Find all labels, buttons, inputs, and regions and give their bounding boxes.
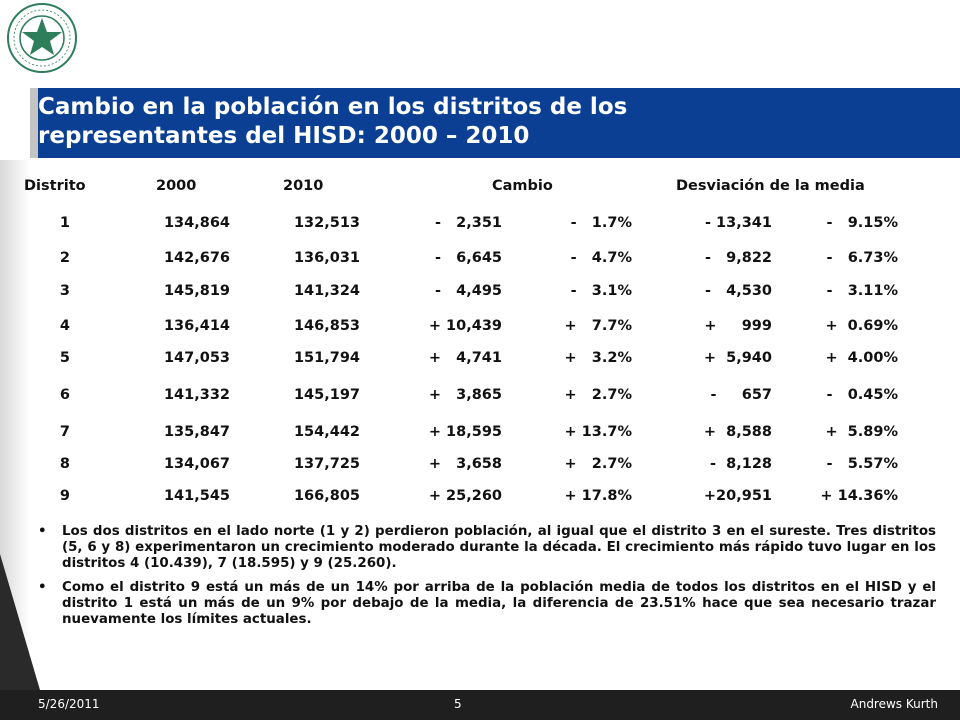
bullet-item: • Como el distrito 9 está un más de un 1… bbox=[36, 580, 936, 628]
cell-2000: 134,067 bbox=[163, 456, 230, 472]
cell-distrito: 1 bbox=[59, 215, 70, 231]
cell-desv-abs: +20,951 bbox=[703, 488, 772, 504]
cell-2000: 136,414 bbox=[163, 318, 230, 334]
cell-distrito: 8 bbox=[59, 456, 70, 472]
cell-cambio-pct: - 3.1% bbox=[570, 283, 632, 299]
footer-page-number: 5 bbox=[454, 697, 462, 711]
header-distrito: Distrito bbox=[24, 178, 86, 194]
cell-distrito: 2 bbox=[59, 250, 70, 266]
cell-desv-pct: - 3.11% bbox=[826, 283, 898, 299]
footer-date: 5/26/2011 bbox=[38, 697, 100, 711]
footer-firm: Andrews Kurth bbox=[850, 697, 939, 711]
cell-2000: 141,545 bbox=[163, 488, 230, 504]
bullet-dot-icon: • bbox=[38, 580, 47, 595]
cell-cambio-abs: - 4,495 bbox=[434, 283, 502, 299]
cell-desv-pct: + 4.00% bbox=[825, 350, 898, 366]
cell-2000: 145,819 bbox=[163, 283, 230, 299]
cell-distrito: 9 bbox=[59, 488, 70, 504]
bullet-item: • Los dos distritos en el lado norte (1 … bbox=[36, 524, 936, 572]
cell-2010: 166,805 bbox=[293, 488, 360, 504]
slide-title: Cambio en la población en los distritos … bbox=[38, 93, 938, 151]
cell-distrito: 6 bbox=[59, 387, 70, 403]
cell-cambio-abs: - 6,645 bbox=[434, 250, 502, 266]
cell-cambio-pct: + 2.7% bbox=[564, 456, 632, 472]
bullet-dot-icon: • bbox=[38, 524, 47, 539]
bullet-text-2: Como el distrito 9 está un más de un 14%… bbox=[62, 580, 936, 627]
cell-2010: 137,725 bbox=[293, 456, 360, 472]
cell-cambio-abs: + 4,741 bbox=[428, 350, 502, 366]
cell-desv-abs: - 9,822 bbox=[704, 250, 772, 266]
cell-cambio-pct: + 3.2% bbox=[564, 350, 632, 366]
header-cambio: Cambio bbox=[492, 178, 553, 194]
cell-desv-abs: + 8,588 bbox=[703, 424, 772, 440]
cell-cambio-abs: + 18,595 bbox=[428, 424, 502, 440]
cell-cambio-abs: - 2,351 bbox=[434, 215, 502, 231]
cell-2000: 142,676 bbox=[163, 250, 230, 266]
cell-distrito: 5 bbox=[59, 350, 70, 366]
cell-desv-pct: + 0.69% bbox=[825, 318, 898, 334]
cell-cambio-pct: - 4.7% bbox=[570, 250, 632, 266]
star-seal-icon bbox=[7, 3, 77, 73]
cell-cambio-pct: + 7.7% bbox=[564, 318, 632, 334]
title-line-1: Cambio en la población en los distritos … bbox=[38, 94, 628, 120]
cell-desv-abs: - 13,341 bbox=[704, 215, 772, 231]
cell-cambio-pct: - 1.7% bbox=[570, 215, 632, 231]
cell-desv-abs: - 8,128 bbox=[710, 456, 772, 472]
title-line-2: representantes del HISD: 2000 – 2010 bbox=[38, 123, 530, 149]
cell-desv-abs: + 999 bbox=[704, 318, 772, 334]
header-2010: 2010 bbox=[283, 178, 324, 194]
cell-cambio-abs: + 3,865 bbox=[428, 387, 502, 403]
hisd-logo bbox=[6, 2, 78, 74]
cell-2000: 147,053 bbox=[163, 350, 230, 366]
header-desviacion: Desviación de la media bbox=[676, 178, 865, 194]
cell-2010: 132,513 bbox=[293, 215, 360, 231]
footer-bar: 5/26/2011 5 Andrews Kurth bbox=[0, 690, 960, 720]
cell-distrito: 4 bbox=[59, 318, 70, 334]
cell-desv-pct: + 5.89% bbox=[825, 424, 898, 440]
bullet-list: • Los dos distritos en el lado norte (1 … bbox=[36, 524, 936, 636]
cell-2010: 151,794 bbox=[293, 350, 360, 366]
cell-cambio-pct: + 17.8% bbox=[564, 488, 632, 504]
cell-desv-abs: - 4,530 bbox=[704, 283, 772, 299]
cell-2000: 141,332 bbox=[163, 387, 230, 403]
cell-desv-pct: - 5.57% bbox=[826, 456, 898, 472]
cell-2000: 134,864 bbox=[163, 215, 230, 231]
cell-2010: 136,031 bbox=[293, 250, 360, 266]
cell-cambio-abs: + 25,260 bbox=[428, 488, 502, 504]
cell-distrito: 3 bbox=[59, 283, 70, 299]
cell-2010: 154,442 bbox=[293, 424, 360, 440]
cell-desv-pct: - 6.73% bbox=[826, 250, 898, 266]
title-accent bbox=[30, 88, 38, 158]
population-table: Distrito 2000 2010 Cambio Desviación de … bbox=[0, 175, 960, 515]
cell-2010: 146,853 bbox=[293, 318, 360, 334]
cell-cambio-pct: + 2.7% bbox=[564, 387, 632, 403]
cell-cambio-abs: + 3,658 bbox=[428, 456, 502, 472]
cell-desv-pct: + 14.36% bbox=[820, 488, 898, 504]
header-2000: 2000 bbox=[156, 178, 197, 194]
title-bar bbox=[30, 88, 960, 158]
cell-cambio-abs: + 10,439 bbox=[428, 318, 502, 334]
cell-desv-pct: - 9.15% bbox=[826, 215, 898, 231]
cell-desv-pct: - 0.45% bbox=[826, 387, 898, 403]
cell-desv-abs: + 5,940 bbox=[703, 350, 772, 366]
cell-2010: 145,197 bbox=[293, 387, 360, 403]
cell-2000: 135,847 bbox=[163, 424, 230, 440]
bullet-text-1: Los dos distritos en el lado norte (1 y … bbox=[62, 524, 936, 571]
cell-cambio-pct: + 13.7% bbox=[564, 424, 632, 440]
cell-distrito: 7 bbox=[59, 424, 70, 440]
cell-desv-abs: - 657 bbox=[710, 387, 772, 403]
cell-2010: 141,324 bbox=[293, 283, 360, 299]
